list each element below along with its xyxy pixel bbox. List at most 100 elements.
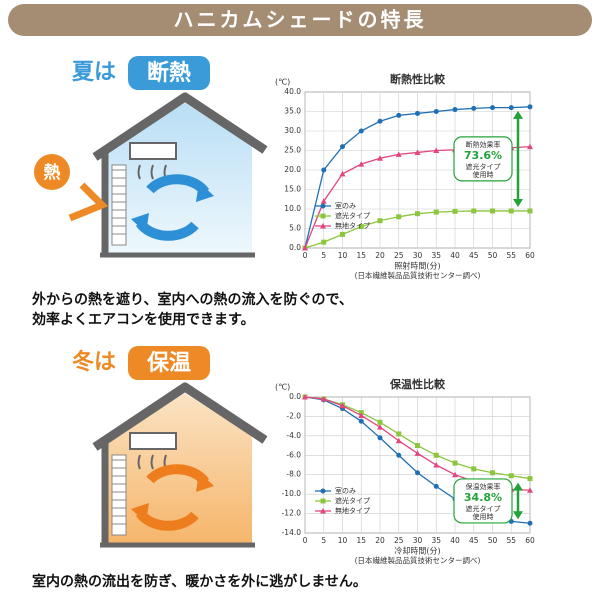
arrow-head [513, 110, 523, 119]
marker [302, 245, 308, 251]
marker [377, 435, 383, 441]
badge [128, 346, 210, 380]
x-tick-label: 20 [375, 251, 385, 260]
marker [490, 208, 495, 214]
y-tick-label: -12.0 [282, 509, 302, 518]
marker [395, 437, 402, 444]
x-tick-label: 5 [321, 251, 326, 260]
marker [433, 147, 440, 153]
legend-label: 遮光タイプ [335, 211, 370, 220]
x-tick-label: 0 [303, 536, 308, 545]
y-tick-label: -10.0 [282, 489, 302, 498]
legend-marker [320, 498, 326, 504]
x-tick-label: 55 [506, 251, 516, 260]
marker [433, 109, 439, 114]
marker [415, 443, 420, 449]
annotation: 保温効果率 [466, 482, 501, 491]
marker [527, 104, 533, 110]
marker [415, 110, 420, 116]
legend-label: 無地タイプ [335, 506, 370, 515]
note: (日本繊維製品品質技術センター調べ) [355, 270, 481, 280]
x-tick-label: 40 [450, 251, 460, 260]
legend-marker [320, 488, 326, 494]
marker [377, 419, 383, 425]
x-tick-label: 10 [338, 251, 348, 260]
x-tick-label: 0 [303, 251, 308, 260]
marker [396, 112, 402, 118]
marker [358, 161, 365, 167]
marker [358, 412, 365, 418]
marker [527, 487, 533, 493]
marker [527, 520, 533, 526]
x-tick-label: 10 [338, 536, 348, 545]
header-bar [8, 4, 592, 36]
legend-marker [320, 508, 326, 514]
caption: 室内の熱の流出を防ぎ、暖かさを外に逃がしません。 [32, 573, 367, 590]
marker [396, 431, 402, 437]
y-tick-label: 35.0 [284, 107, 301, 116]
marker [490, 105, 495, 111]
legend-label: 遮光タイプ [335, 496, 370, 505]
marker [396, 214, 402, 220]
marker [527, 208, 533, 214]
legend-label: 無地タイプ [335, 221, 370, 230]
marker [302, 394, 308, 400]
marker [358, 128, 364, 134]
annotation: 断熱効果率 [466, 140, 501, 149]
marker [471, 208, 477, 214]
arrow-head [513, 198, 523, 207]
house-illustration [34, 92, 268, 258]
arrow-head [513, 511, 523, 520]
x-tick-label: 20 [375, 536, 385, 545]
marker [527, 476, 533, 482]
marker [340, 231, 345, 237]
x-tick-label: 35 [431, 536, 441, 545]
marker [414, 450, 421, 456]
marker [377, 155, 383, 161]
marker [508, 105, 514, 111]
y-tick-label: 10.0 [284, 204, 301, 213]
annotation: 73.6% [464, 149, 502, 162]
y-tick-label: 25.0 [284, 146, 301, 155]
marker [377, 118, 383, 124]
x-tick-label: 45 [469, 536, 479, 545]
marker [508, 473, 514, 479]
marker [415, 211, 420, 217]
marker [358, 224, 364, 230]
badge [128, 56, 210, 90]
legend-label: 室のみ [335, 486, 356, 495]
y-tick-label: 0.0 [289, 243, 301, 252]
x-tick-label: 30 [413, 251, 423, 260]
x-tick-label: 30 [413, 536, 423, 545]
house-illustration [92, 382, 268, 548]
y-tick-label: -14.0 [282, 528, 302, 537]
marker [527, 143, 533, 150]
x-tick-label: 45 [469, 251, 479, 260]
marker [320, 395, 327, 402]
marker [433, 462, 440, 468]
x-tick-label: 5 [321, 536, 326, 545]
marker [340, 144, 345, 150]
y-tick-label: -8.0 [286, 470, 301, 479]
legend-marker [320, 213, 326, 219]
season: 冬は [72, 349, 116, 375]
chart-title: 断熱性比較 [390, 72, 446, 86]
marker [377, 424, 383, 430]
marker [415, 470, 420, 476]
legend-marker [320, 203, 326, 209]
marker [321, 239, 327, 245]
chart-title: 保温性比較 [389, 377, 446, 391]
x-axis-label: 照射時間(分) [394, 261, 440, 271]
x-tick-label: 15 [356, 251, 366, 260]
annotation: 遮光タイプ [466, 504, 501, 513]
marker [358, 418, 364, 424]
x-tick-label: 60 [525, 536, 535, 545]
marker [508, 208, 514, 214]
y-tick-label: 20.0 [284, 165, 301, 174]
marker [433, 483, 439, 489]
marker [339, 170, 346, 177]
x-tick-label: 60 [525, 251, 535, 260]
marker [490, 470, 495, 476]
